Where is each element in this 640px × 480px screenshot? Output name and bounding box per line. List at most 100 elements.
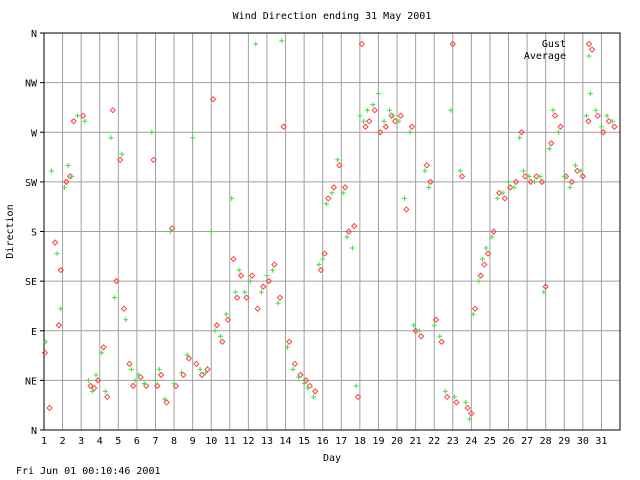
gust-point [63,178,70,186]
gust-point [533,173,540,180]
gust-point [55,322,63,329]
gust-point [600,129,607,136]
gust-point [365,118,373,125]
gust-point [594,112,601,119]
average-point [329,190,335,196]
gust-point [234,294,241,301]
x-tick-label: 2 [60,436,66,447]
average-point [123,317,129,323]
average-point [141,381,147,387]
average-point [546,146,552,152]
x-tick-label: 18 [354,436,366,447]
gust-point [427,178,434,186]
gust-point [41,349,49,357]
chart-title: Wind Direction ending 31 May 2001 [233,11,432,22]
gust-point [391,118,399,125]
gust-point [336,162,343,169]
gust-point [548,140,555,147]
average-point [284,344,290,350]
gust-point [230,255,237,263]
x-tick-label: 20 [391,436,403,447]
gust-point [248,272,256,279]
average-point [102,388,108,394]
average-point [156,366,162,372]
average-point [561,173,567,179]
gust-point [403,206,410,213]
average-point [119,151,125,157]
gust-point [453,399,460,406]
gust-point [116,156,124,164]
gust-point [468,410,475,417]
average-point [335,157,341,163]
gust-point [371,106,378,114]
x-tick-label: 14 [280,436,292,447]
average-point [517,135,523,141]
gust-point [113,277,120,285]
gust-point [224,316,232,323]
average-point [218,333,224,339]
gust-point [254,305,261,312]
gust-point [325,195,332,202]
gust-point [358,40,365,48]
average-point [112,295,118,301]
average-point [132,377,138,383]
gust-point [538,178,546,186]
x-tick-label: 26 [502,436,514,447]
average-point [387,107,393,113]
average-point [361,118,367,124]
average-point [407,129,413,135]
average-point [381,118,387,124]
gust-point [286,338,293,345]
x-tick-label: 12 [242,436,254,447]
average-point [550,107,556,113]
gust-point [481,261,488,268]
x-tick-label: 21 [410,436,422,447]
average-point [422,168,428,174]
average-point [463,399,469,405]
y-tick-label: W [31,128,38,139]
gust-point [213,322,221,329]
x-tick-label: 8 [171,436,177,447]
gust-point [477,272,484,279]
y-tick-label: N [31,426,37,437]
x-tick-label: 30 [577,436,589,447]
x-tick-label: 29 [558,436,570,447]
gust-point [302,377,310,384]
gust-point [276,294,284,301]
average-point [494,195,500,201]
series-average [43,38,616,422]
y-tick-label: S [31,228,37,239]
gust-point [551,112,559,119]
average-point [162,396,168,402]
gust-point [94,377,102,384]
y-tick-label: E [31,327,37,338]
average-point [310,394,316,400]
average-point [437,333,443,339]
average-point [375,91,381,97]
gust-point [120,305,128,312]
average-point [500,190,506,196]
x-tick-label: 6 [134,436,140,447]
gust-point [362,123,369,130]
y-tick-label: NE [25,376,37,387]
average-point [390,113,396,119]
x-tick-label: 17 [335,436,347,447]
average-point [541,289,547,295]
average-point [43,339,49,345]
average-point [223,311,229,317]
average-point [236,267,242,273]
gust-point [51,239,59,246]
gust-point [204,366,211,373]
gust-point [291,360,299,368]
average-point [152,377,158,383]
average-point [93,372,99,378]
average-point [108,135,114,141]
gust-point [432,316,440,323]
gust-point [507,184,514,191]
average-point [264,273,270,279]
gust-point [527,178,535,186]
average-point [128,366,134,372]
average-point [99,350,105,356]
average-point [401,195,407,201]
gust-point [243,294,250,301]
